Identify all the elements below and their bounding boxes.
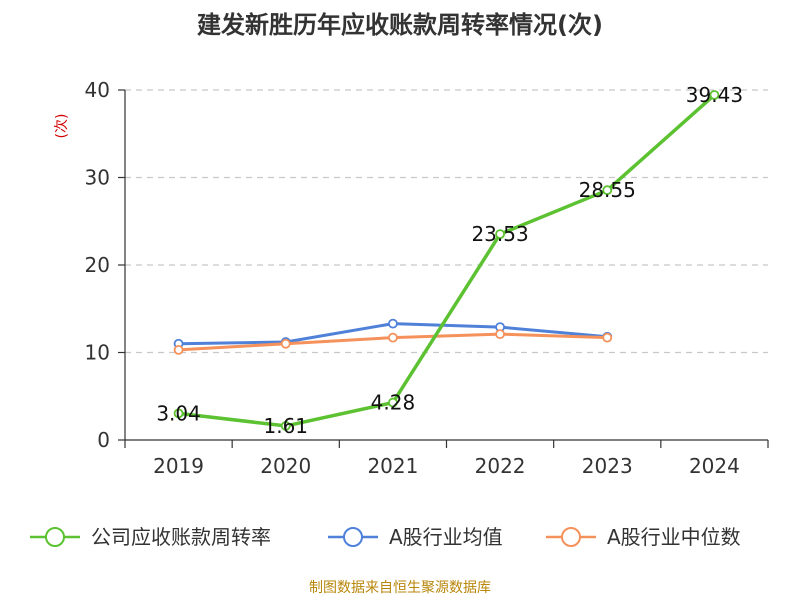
chart-title: 建发新胜历年应收账款周转率情况(次) (197, 11, 603, 39)
y-tick-label: 40 (85, 78, 110, 102)
y-tick-label: 20 (85, 253, 110, 277)
data-label: 1.61 (263, 414, 308, 438)
data-label: 28.55 (579, 178, 636, 202)
data-point (495, 329, 505, 340)
y-tick-label: 30 (85, 166, 110, 190)
source-note: 制图数据来自恒生聚源数据库 (309, 580, 491, 596)
legend-label: A股行业均值 (389, 525, 503, 549)
data-point (173, 408, 184, 419)
data-point (495, 229, 505, 240)
series (173, 90, 720, 431)
x-tick-label: 2022 (475, 454, 526, 478)
series-2 (173, 329, 613, 355)
series-0 (173, 90, 720, 431)
data-point (173, 344, 184, 355)
legend-item[interactable]: 公司应收账款周转率 (30, 525, 271, 549)
data-point (388, 332, 398, 343)
legend-label: 公司应收账款周转率 (91, 525, 271, 549)
data-point (280, 338, 291, 349)
x-tick-label: 2023 (582, 454, 633, 478)
data-point (388, 397, 398, 408)
data-point (709, 90, 720, 100)
data-labels: 3.04 1.61 4.28 23.53 28.55 39.43 (156, 83, 743, 438)
legend: 公司应收账款周转率 A股行业均值 A股行业中位数 (30, 525, 741, 549)
y-tick-label: 0 (97, 428, 110, 452)
series-line (176, 93, 717, 428)
legend-marker (45, 527, 65, 547)
x-tick-label: 2024 (689, 454, 740, 478)
y-tick-label: 10 (85, 341, 110, 365)
y-axis-unit: (次) (54, 114, 70, 139)
legend-item[interactable]: A股行业均值 (328, 525, 503, 549)
grid-lines (125, 89, 768, 354)
legend-item[interactable]: A股行业中位数 (546, 525, 741, 549)
data-point (388, 318, 398, 329)
legend-marker (561, 527, 581, 547)
data-point (602, 185, 613, 196)
data-label: 23.53 (471, 222, 528, 246)
data-label: 3.04 (156, 401, 201, 425)
data-point (602, 332, 613, 343)
x-tick-label: 2020 (260, 454, 311, 478)
x-tick-label: 2021 (367, 454, 418, 478)
x-tick-label: 2019 (153, 454, 204, 478)
legend-label: A股行业中位数 (607, 525, 741, 549)
legend-marker (343, 527, 363, 547)
data-label: 4.28 (371, 391, 416, 415)
data-label: 39.43 (686, 83, 743, 107)
data-point (280, 421, 291, 431)
axes: 0 10 20 30 40 2019 2020 2021 2022 2023 2024 (85, 78, 769, 478)
